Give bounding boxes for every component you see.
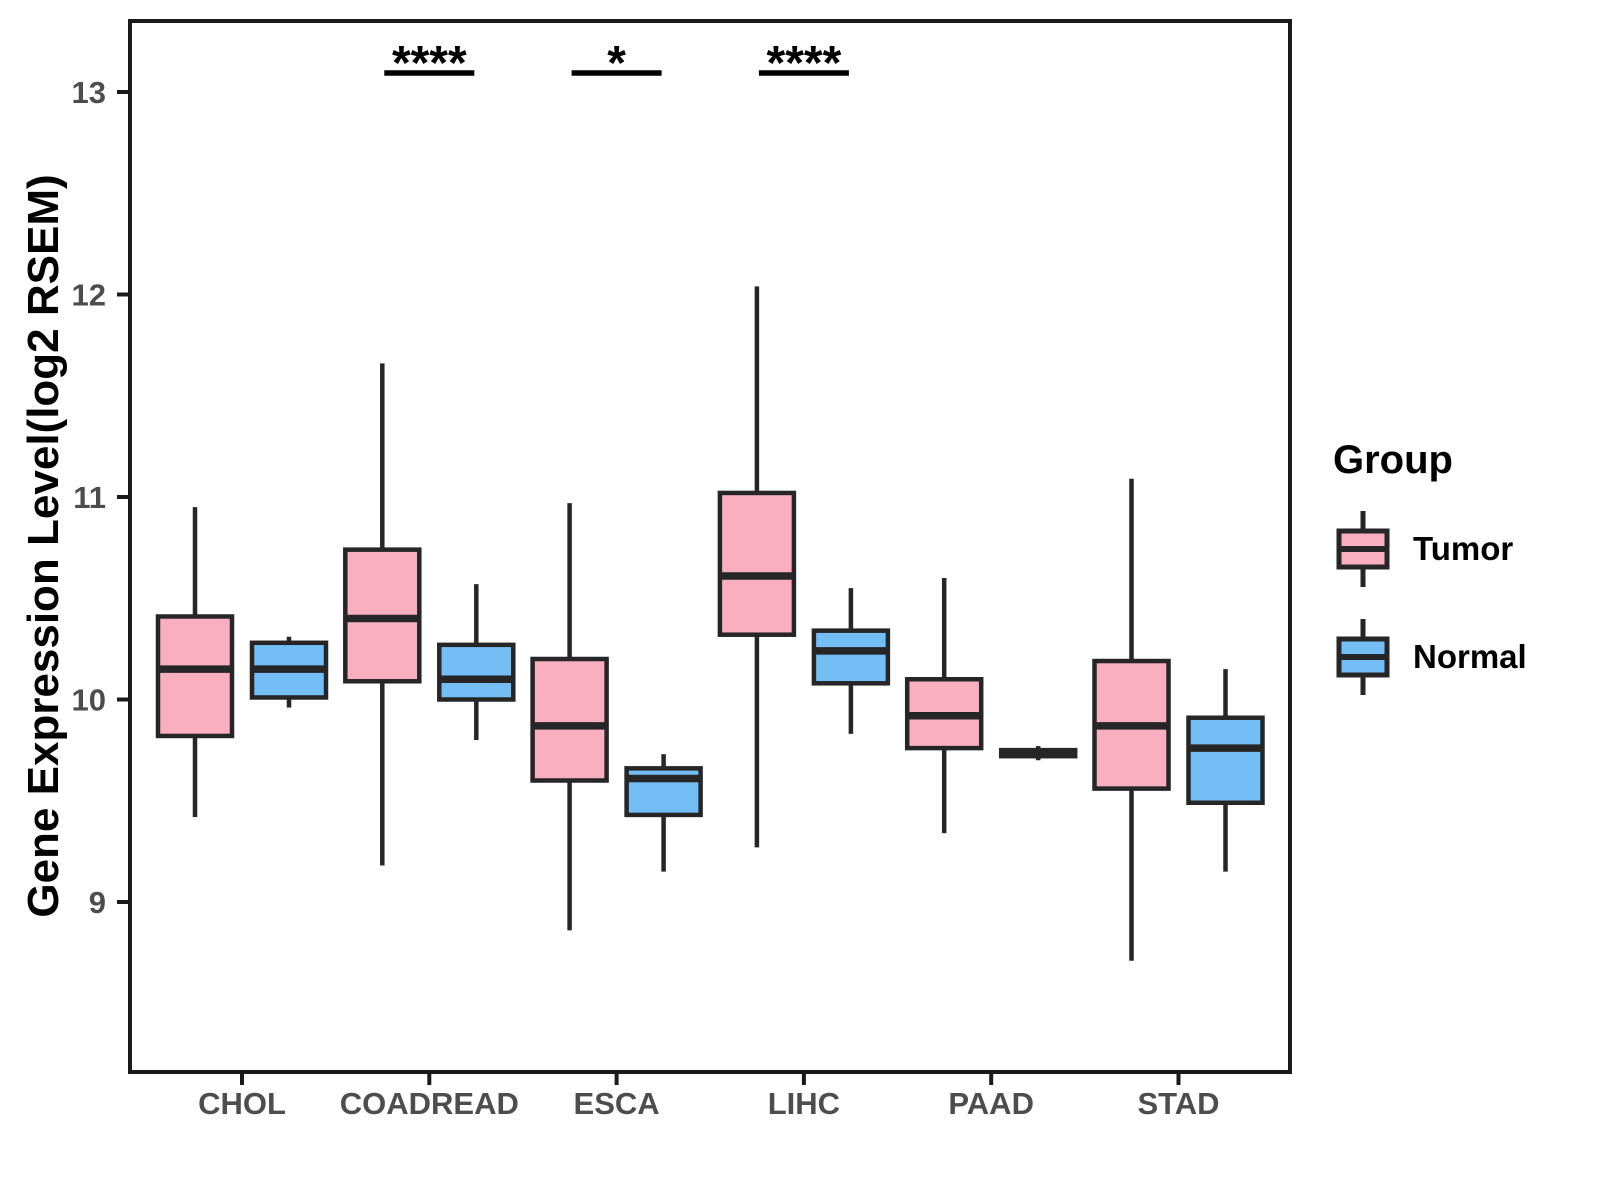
legend-label-tumor: Tumor [1413,530,1514,567]
boxplot-normal-STAD [1186,669,1265,872]
boxplot-tumor-PAAD [904,578,984,834]
significance-stars: **** [392,37,467,90]
x-tick-label-stad: STAD [1137,1086,1219,1121]
y-axis-title: Gene Expression Level(log2 RSEM) [19,174,68,918]
legend: Group Tumor Normal [1333,438,1527,699]
boxplot-tumor-CHOL [155,507,235,817]
box-rect [1186,715,1265,806]
box-rect [437,642,516,702]
box-rect [811,628,891,686]
normal-boxplot-glyph-icon [1336,619,1390,695]
x-tick-label-chol: CHOL [198,1086,286,1121]
x-tick-label-coadread: COADREAD [340,1086,519,1121]
boxplot-tumor-STAD [1092,478,1171,961]
boxplot-normal-ESCA [624,754,703,872]
boxplot-tumor-COADREAD [343,363,422,866]
y-tick-label: 13 [72,75,106,110]
box-rect [717,490,797,637]
significance-stars: * [607,37,626,90]
boxplot-normal-LIHC [811,588,891,734]
x-tick-label-lihc: LIHC [768,1086,840,1121]
significance-stars: **** [767,37,842,90]
plot-panel [128,19,1292,1074]
boxplot-tumor-ESCA [530,503,609,931]
y-tick-label: 10 [72,683,106,718]
boxplot-normal-CHOL [249,636,329,708]
boxplot-normal-PAAD [998,746,1078,761]
y-tick-label: 12 [72,278,106,313]
legend-item-normal: Normal [1333,615,1527,699]
box-rect [155,614,235,739]
legend-label-normal: Normal [1413,638,1527,675]
x-tick-label-paad: PAAD [948,1086,1034,1121]
significance-ESCA: * [571,37,662,90]
legend-title: Group [1333,438,1453,482]
x-tick-label-esca: ESCA [574,1086,660,1121]
significance-LIHC: **** [758,37,849,90]
legend-item-tumor: Tumor [1333,507,1527,591]
box-rect [530,656,609,783]
tumor-boxplot-glyph-icon [1336,511,1390,587]
boxplot-normal-COADREAD [437,584,516,740]
y-tick-label: 11 [73,480,106,515]
boxplot-tumor-LIHC [717,286,797,848]
y-tick-label: 9 [89,885,106,920]
significance-COADREAD: **** [384,37,475,90]
